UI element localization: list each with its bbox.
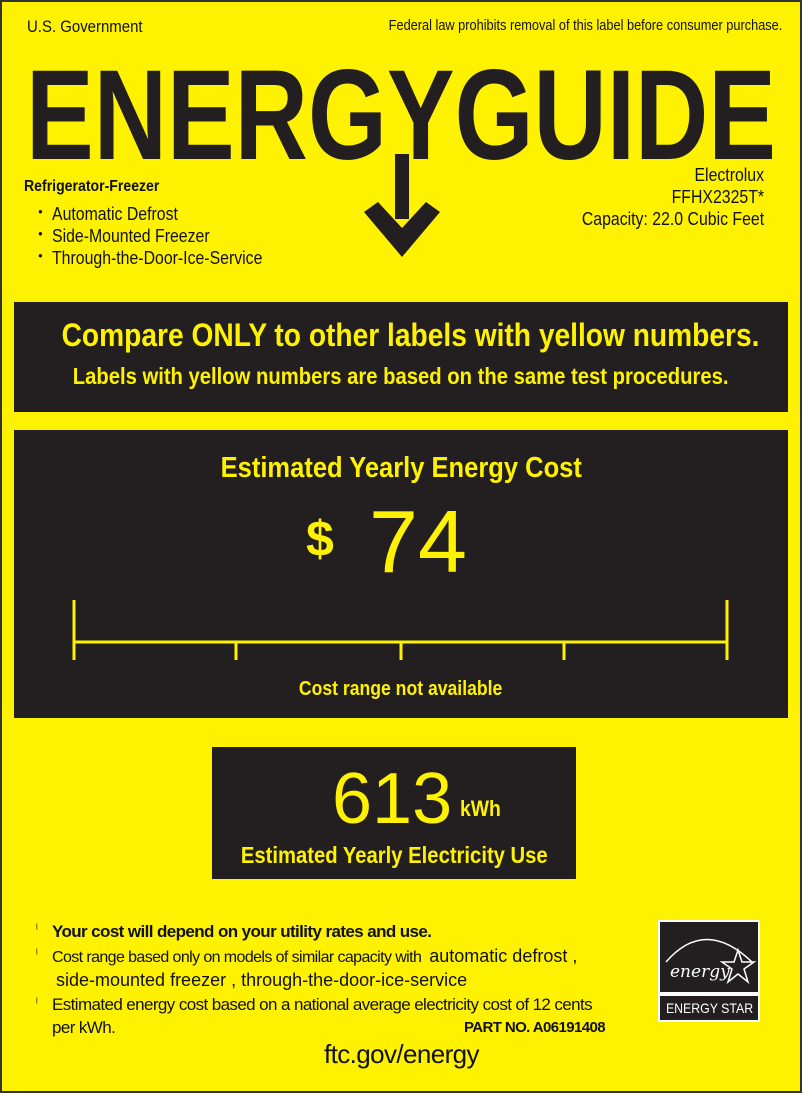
- feature-item: Automatic Defrost: [52, 204, 178, 224]
- capacity: Capacity: 22.0 Cubic Feet: [581, 209, 764, 229]
- electricity-box: 613 kWh Estimated Yearly Electricity Use: [212, 747, 576, 879]
- compare-box: Compare ONLY to other labels with yellow…: [14, 302, 788, 412]
- bullet-icon: ●: [38, 251, 43, 260]
- currency-symbol: $: [306, 511, 334, 567]
- cost-box: Estimated Yearly Energy Cost $ 74 Cost r…: [14, 430, 788, 718]
- feature-item: Through-the-Door-Ice-Service: [52, 248, 263, 268]
- bullet-icon: ˡ: [36, 948, 38, 960]
- removal-notice: Federal law prohibits removal of this la…: [388, 18, 782, 34]
- energy-star-icon: energy: [660, 922, 758, 992]
- bullet-icon: ●: [38, 229, 43, 238]
- cost-range-note: Cost range not available: [299, 678, 503, 700]
- arrow-down-icon: [364, 154, 440, 257]
- footer-note: per kWh.: [52, 1018, 116, 1037]
- energy-star-logo: energy ENERGY STAR: [658, 920, 760, 1022]
- logo-text: ENERGYGUIDE: [26, 47, 776, 162]
- svg-text:energy: energy: [670, 962, 730, 982]
- footer-note: Your cost will depend on your utility ra…: [52, 922, 432, 941]
- cost-range-scale: [72, 600, 729, 660]
- cost-value: 74: [369, 492, 467, 591]
- energyguide-logo: ENERGYGUIDE: [26, 47, 776, 162]
- bullet-icon: ˡ: [36, 997, 38, 1009]
- kwh-value: 613: [332, 759, 453, 839]
- government-label: U.S. Government: [27, 17, 143, 36]
- kwh-unit: kWh: [460, 796, 501, 821]
- ftc-url[interactable]: ftc.gov/energy: [324, 1039, 480, 1069]
- model-number: FFHX2325T*: [671, 187, 764, 207]
- energy-star-text: ENERGY STAR: [660, 996, 758, 1020]
- footer-feature: side-mounted freezer , through-the-door-…: [56, 970, 468, 990]
- footer-note: Estimated energy cost based on a nationa…: [52, 995, 593, 1014]
- footer-note-row: Cost range based only on models of simil…: [52, 946, 577, 967]
- footer-feature: automatic defrost ,: [429, 946, 578, 966]
- cost-title: Estimated Yearly Energy Cost: [220, 452, 582, 484]
- part-number: PART NO. A06191408: [464, 1019, 606, 1036]
- feature-item: Side-Mounted Freezer: [52, 226, 210, 246]
- compare-heading: Compare ONLY to other labels with yellow…: [61, 317, 760, 353]
- product-type: Refrigerator-Freezer: [24, 178, 160, 195]
- footer-note: Cost range based only on models of simil…: [52, 949, 422, 966]
- compare-subheading: Labels with yellow numbers are based on …: [73, 363, 729, 389]
- bullet-icon: ˡ: [36, 923, 38, 935]
- brand: Electrolux: [694, 165, 764, 185]
- bullet-icon: ●: [38, 207, 43, 216]
- electricity-label: Estimated Yearly Electricity Use: [240, 842, 548, 868]
